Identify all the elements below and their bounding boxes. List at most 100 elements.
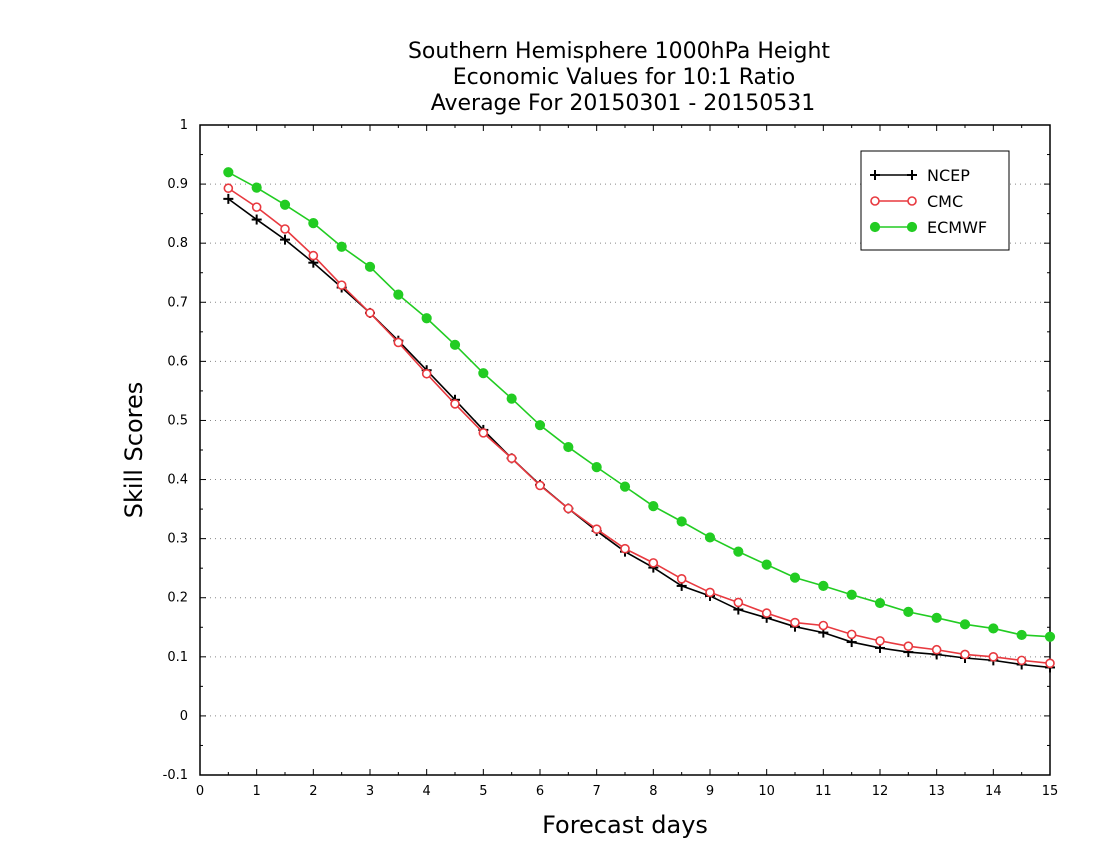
legend-entry-cmc: CMC <box>870 192 963 211</box>
series-ncep <box>223 193 1055 673</box>
x-tick-label: 0 <box>196 784 204 799</box>
legend-label: ECMWF <box>927 218 987 237</box>
series-ecmwf <box>223 167 1056 642</box>
data-point-cmc <box>1045 658 1055 669</box>
data-point-ecmwf <box>308 217 319 229</box>
data-point-ecmwf <box>591 462 602 473</box>
title-line-1: Southern Hemisphere 1000hPa Height <box>408 39 830 64</box>
title-line-3: Average For 20150301 - 20150531 <box>431 91 816 116</box>
data-point-cmc <box>676 574 687 584</box>
x-tick-label: 3 <box>366 784 374 799</box>
y-tick-label: 0.3 <box>167 532 188 547</box>
data-point-cmc <box>421 368 432 379</box>
x-tick-label: 4 <box>423 784 431 799</box>
legend-entry-ecmwf: ECMWF <box>869 218 987 237</box>
data-point-ecmwf <box>648 501 659 512</box>
x-tick-label: 9 <box>706 784 714 799</box>
legend: NCEP CMC ECMWF <box>860 150 1010 251</box>
data-point-cmc <box>1016 655 1027 666</box>
data-point-ecmwf <box>449 339 461 350</box>
data-point-ncep <box>251 214 262 225</box>
data-point-ecmwf <box>1016 629 1027 641</box>
data-point-ecmwf <box>223 167 234 178</box>
legend-entry-ncep: NCEP <box>870 166 970 185</box>
y-tick-label: 0.7 <box>167 295 188 310</box>
y-tick-label: 0.8 <box>167 236 188 251</box>
data-point-ecmwf <box>846 589 857 600</box>
x-tick-label: 13 <box>928 784 945 799</box>
data-point-ecmwf <box>421 313 432 324</box>
data-point-cmc <box>818 620 829 631</box>
x-tick-label: 14 <box>985 784 1002 799</box>
data-point-cmc <box>931 644 942 655</box>
data-point-ecmwf <box>336 241 347 252</box>
y-tick-label: 0.2 <box>167 591 188 606</box>
data-point-ecmwf <box>1044 631 1056 642</box>
x-tick-label: 12 <box>872 784 889 799</box>
data-point-ecmwf <box>931 612 942 623</box>
series-line-cmc <box>227 187 1051 665</box>
data-point-ecmwf <box>903 606 914 618</box>
data-point-cmc <box>251 202 262 212</box>
legend-marker <box>870 196 880 206</box>
data-point-cmc <box>478 428 489 438</box>
legend-marker <box>870 170 880 180</box>
data-point-cmc <box>365 308 375 318</box>
x-axis-title: Forecast days <box>542 811 708 839</box>
data-point-ecmwf <box>563 441 574 453</box>
x-tick-label: 2 <box>309 784 317 799</box>
data-point-ecmwf <box>478 368 489 379</box>
legend-label: CMC <box>927 192 963 211</box>
x-tick-label: 6 <box>536 784 544 799</box>
data-point-ecmwf <box>619 481 631 492</box>
legend-marker <box>906 221 918 233</box>
y-axis: -0.1 0 0.1 0.2 0.3 0.4 0.5 0.6 0.7 0.8 0.9 1 <box>163 118 1050 783</box>
x-axis: 0 1 2 3 4 5 6 7 8 9 10 11 12 13 14 15 <box>196 125 1058 799</box>
data-point-ecmwf <box>733 546 744 557</box>
data-point-ecmwf <box>364 261 376 272</box>
data-point-ecmwf <box>534 420 546 431</box>
grid <box>200 183 1050 717</box>
data-point-cmc <box>733 597 744 608</box>
x-tick-label: 1 <box>253 784 261 799</box>
x-tick-label: 10 <box>758 784 775 799</box>
series-layer <box>223 167 1056 673</box>
data-point-ecmwf <box>704 532 716 543</box>
y-axis-title: Skill Scores <box>120 382 148 519</box>
y-tick-label: 0 <box>180 709 188 724</box>
y-tick-label: -0.1 <box>163 768 188 783</box>
x-tick-label: 15 <box>1042 784 1059 799</box>
data-point-cmc <box>648 558 659 568</box>
x-tick-label: 8 <box>649 784 657 799</box>
legend-marker <box>907 170 917 180</box>
data-point-ecmwf <box>874 597 886 609</box>
data-point-cmc <box>761 608 772 618</box>
data-point-cmc <box>563 503 574 514</box>
data-point-cmc <box>960 649 970 660</box>
data-point-cmc <box>790 617 800 628</box>
y-tick-label: 0.6 <box>167 354 188 369</box>
data-point-cmc <box>336 280 347 290</box>
y-tick-label: 0.4 <box>167 473 188 488</box>
data-point-cmc <box>705 587 715 598</box>
data-point-ncep <box>280 234 290 245</box>
y-tick-label: 0.5 <box>167 413 188 428</box>
data-point-cmc <box>223 183 234 194</box>
data-point-cmc <box>308 250 319 261</box>
data-point-ncep <box>223 193 234 204</box>
data-point-cmc <box>846 629 857 640</box>
x-tick-label: 5 <box>479 784 487 799</box>
data-point-ecmwf <box>818 580 829 592</box>
x-tick-label: 11 <box>815 784 832 799</box>
data-point-ecmwf <box>988 623 999 634</box>
data-point-ecmwf <box>761 559 772 570</box>
data-point-cmc <box>393 337 404 348</box>
data-point-ecmwf <box>279 199 291 210</box>
data-point-cmc <box>591 524 602 534</box>
y-tick-label: 0.1 <box>167 650 188 665</box>
data-point-cmc <box>875 636 885 646</box>
data-point-cmc <box>506 453 517 464</box>
data-point-cmc <box>903 641 914 651</box>
data-point-ecmwf <box>959 619 971 630</box>
